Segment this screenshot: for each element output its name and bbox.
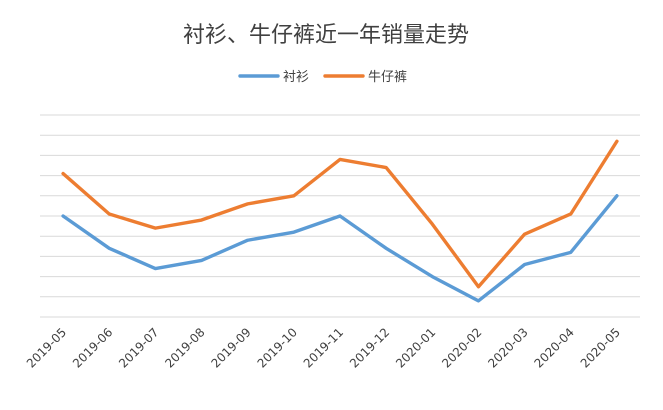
x-tick-label: 2019-09 bbox=[208, 325, 253, 370]
data-point bbox=[338, 158, 342, 161]
data-point bbox=[338, 214, 342, 218]
data-point bbox=[523, 232, 526, 236]
data-point bbox=[61, 172, 65, 175]
x-tick-label: 2019-10 bbox=[255, 325, 300, 370]
data-point bbox=[200, 259, 203, 262]
data-point bbox=[154, 226, 157, 230]
data-point bbox=[615, 140, 619, 143]
grid bbox=[40, 114, 640, 318]
x-tick-label: 2019-05 bbox=[24, 325, 69, 370]
data-point bbox=[615, 194, 619, 197]
data-point bbox=[477, 285, 480, 288]
data-point bbox=[384, 166, 388, 169]
data-point bbox=[477, 299, 480, 303]
data-point bbox=[431, 275, 434, 278]
x-tick-label: 2019-08 bbox=[162, 325, 207, 370]
x-tick-label: 2019-07 bbox=[116, 325, 161, 370]
x-axis-ticks: 2019-05 2019-06 2019-07 2019-08 2019-09 2019-… bbox=[24, 325, 623, 370]
legend: 衬衫 牛仔裤 bbox=[238, 70, 407, 85]
series-group bbox=[61, 139, 619, 303]
data-point bbox=[61, 214, 65, 218]
series-line-0 bbox=[61, 194, 619, 303]
x-tick-label: 2020-02 bbox=[439, 325, 484, 370]
data-point bbox=[569, 212, 572, 216]
x-tick-label: 2019-11 bbox=[301, 325, 346, 370]
data-point bbox=[154, 267, 157, 270]
x-tick-label: 2019-06 bbox=[70, 325, 115, 370]
data-point bbox=[384, 247, 388, 250]
data-point bbox=[246, 202, 249, 206]
data-point bbox=[523, 263, 526, 266]
x-tick-label: 2020-03 bbox=[485, 325, 530, 370]
data-point bbox=[108, 212, 111, 216]
data-point bbox=[108, 247, 111, 250]
data-point bbox=[569, 251, 572, 254]
data-point bbox=[292, 194, 296, 197]
x-tick-label: 2020-04 bbox=[532, 325, 577, 370]
x-tick-label: 2020-05 bbox=[578, 325, 623, 370]
x-tick-label: 2020-01 bbox=[393, 325, 438, 370]
x-tick-label: 2019-12 bbox=[347, 325, 392, 370]
legend-label-1: 牛仔裤 bbox=[368, 70, 407, 85]
data-point bbox=[246, 239, 249, 242]
chart-title: 衬衫、牛仔裤近一年销量走势 bbox=[183, 23, 469, 48]
data-point bbox=[200, 218, 203, 222]
legend-label-0: 衬衫 bbox=[283, 70, 309, 85]
data-point bbox=[292, 230, 296, 234]
data-point bbox=[431, 222, 434, 226]
